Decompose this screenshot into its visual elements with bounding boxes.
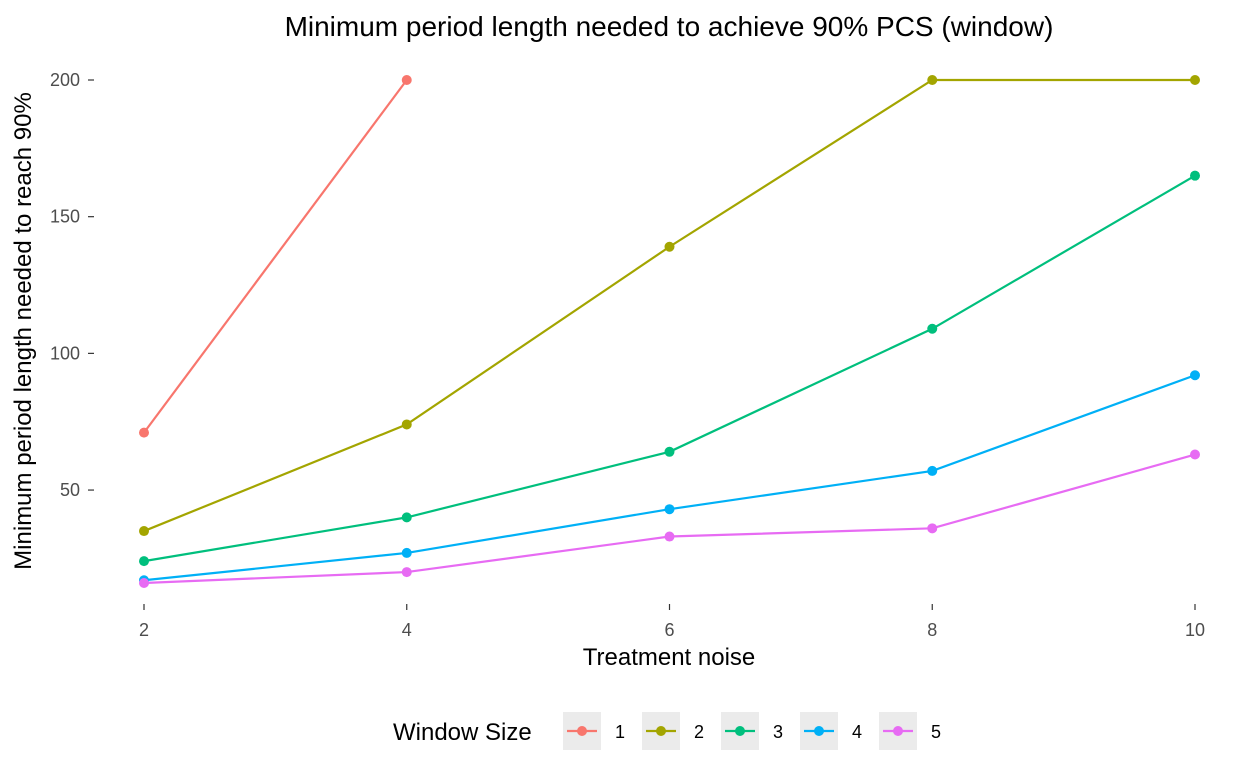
data-point — [401, 567, 412, 578]
legend-item-2: 2 — [642, 712, 704, 750]
legend-key-point — [577, 726, 587, 736]
y-axis: 50 100 150 200 — [50, 70, 94, 500]
legend-label: 1 — [615, 722, 625, 742]
series-line — [143, 78, 1195, 533]
data-point — [664, 241, 675, 252]
chart-title: Minimum period length needed to achieve … — [285, 11, 1054, 42]
legend-item-5: 5 — [879, 712, 941, 750]
data-point — [1190, 170, 1200, 181]
data-point — [664, 531, 675, 542]
legend-key-point — [893, 726, 903, 736]
x-tick-label: 6 — [664, 620, 674, 640]
series-3 — [139, 170, 1200, 567]
legend-item-1: 1 — [563, 712, 625, 750]
data-point — [139, 578, 149, 588]
legend-key-point — [656, 726, 666, 736]
legend-key-point — [814, 726, 824, 736]
data-point — [401, 75, 412, 85]
x-axis: 2 4 6 8 10 — [139, 604, 1205, 640]
legend-title: Window Size — [393, 719, 532, 746]
legend-item-3: 3 — [721, 712, 783, 750]
data-point — [927, 523, 938, 534]
data-point — [401, 512, 412, 523]
data-point — [927, 75, 938, 85]
legend: Window Size 1 2 3 4 5 — [393, 712, 941, 750]
x-tick-label: 10 — [1185, 620, 1205, 640]
data-point — [1190, 75, 1200, 85]
data-point — [927, 465, 938, 476]
series-4 — [139, 370, 1200, 586]
legend-label: 4 — [852, 722, 862, 742]
data-point — [664, 446, 675, 457]
data-point — [927, 323, 938, 334]
data-point — [401, 419, 412, 430]
data-point — [401, 547, 412, 558]
x-axis-title: Treatment noise — [583, 644, 756, 671]
x-tick-label: 4 — [402, 620, 412, 640]
legend-label: 2 — [694, 722, 704, 742]
legend-label: 5 — [931, 722, 941, 742]
legend-item-4: 4 — [800, 712, 862, 750]
data-point — [139, 526, 149, 537]
series-line — [143, 174, 1196, 563]
plot-area — [139, 75, 1200, 588]
series-line — [143, 79, 408, 434]
x-tick-label: 8 — [927, 620, 937, 640]
series-1 — [139, 75, 412, 438]
data-point — [664, 504, 675, 515]
data-point — [139, 427, 149, 438]
legend-label: 3 — [773, 722, 783, 742]
y-tick-label: 100 — [50, 343, 80, 363]
series-2 — [139, 75, 1200, 537]
data-point — [1190, 370, 1200, 381]
x-tick-label: 2 — [139, 620, 149, 640]
series-5 — [139, 449, 1200, 588]
data-point — [139, 556, 149, 567]
y-tick-label: 200 — [50, 70, 80, 90]
series-line — [143, 374, 1196, 582]
y-tick-label: 150 — [50, 207, 80, 227]
legend-key-point — [735, 726, 745, 736]
data-point — [1190, 449, 1200, 460]
y-axis-title: Minimum period length needed to reach 90… — [10, 92, 37, 570]
y-tick-label: 50 — [60, 480, 80, 500]
